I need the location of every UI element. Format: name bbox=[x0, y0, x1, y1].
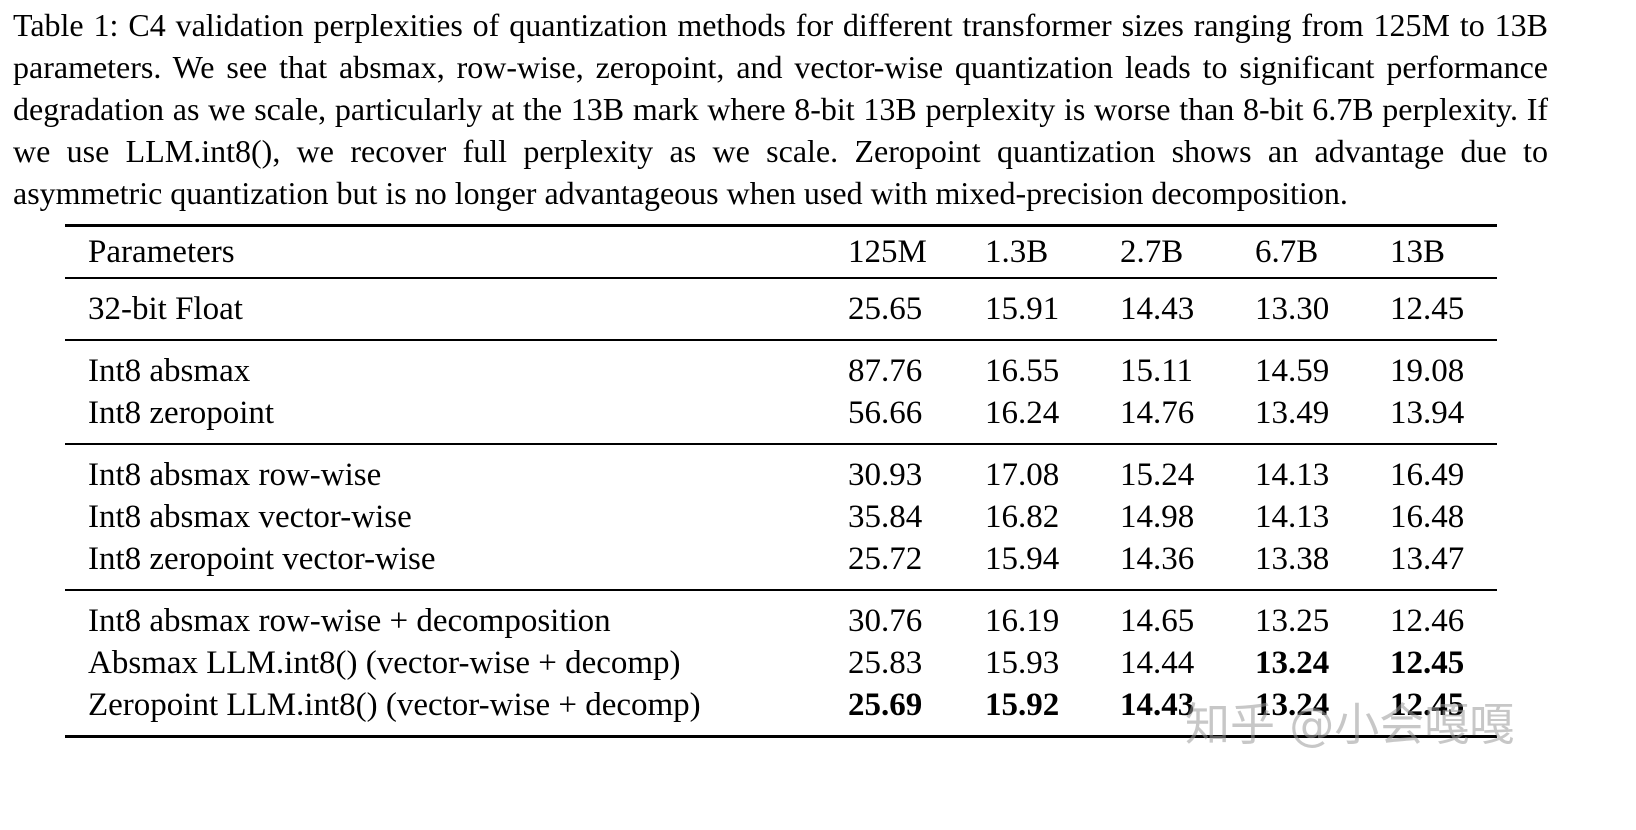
row-label: Int8 zeropoint vector-wise bbox=[88, 541, 436, 577]
value-cell: 14.43 bbox=[1120, 687, 1195, 723]
row-label: Int8 absmax vector-wise bbox=[88, 499, 412, 535]
value-cell: 56.66 bbox=[848, 395, 923, 431]
table-caption-label: Table 1: bbox=[13, 7, 129, 43]
value-cell: 30.76 bbox=[848, 589, 985, 642]
column-header-6.7B: 6.7B bbox=[1255, 225, 1390, 279]
value-cell: 17.08 bbox=[985, 443, 1120, 496]
table-row: Zeropoint LLM.int8() (vector-wise + deco… bbox=[65, 684, 1497, 737]
value-cell: 14.98 bbox=[1120, 499, 1195, 535]
value-cell: 14.59 bbox=[1255, 339, 1390, 392]
value-cell: 16.19 bbox=[985, 589, 1120, 642]
value-cell: 14.36 bbox=[1120, 541, 1195, 577]
table-row: 32-bit Float 25.65 15.91 14.43 13.30 12.45 bbox=[65, 277, 1497, 340]
value-cell: 15.11 bbox=[1120, 339, 1255, 392]
value-cell: 15.93 bbox=[985, 645, 1060, 681]
value-cell: 15.24 bbox=[1120, 443, 1255, 496]
table-row: Int8 absmax row-wise + decomposition 30.7… bbox=[65, 589, 1497, 642]
value-cell: 14.44 bbox=[1120, 645, 1195, 681]
value-cell: 16.24 bbox=[985, 395, 1060, 431]
value-cell: 15.92 bbox=[985, 687, 1060, 723]
table-caption-text: C4 validation perplexities of quantizati… bbox=[13, 7, 1549, 211]
value-cell: 14.76 bbox=[1120, 395, 1195, 431]
table-row: Int8 absmax 87.76 16.55 15.11 14.59 19.08 bbox=[65, 339, 1497, 392]
value-cell: 14.13 bbox=[1255, 499, 1330, 535]
value-cell: 13.94 bbox=[1390, 395, 1465, 431]
value-cell: 25.69 bbox=[848, 687, 923, 723]
table-row: Absmax LLM.int8() (vector-wise + decomp)… bbox=[65, 642, 1497, 684]
row-label: Int8 absmax row-wise bbox=[65, 443, 848, 496]
value-cell: 12.46 bbox=[1390, 589, 1497, 642]
row-label: Zeropoint LLM.int8() (vector-wise + deco… bbox=[88, 687, 701, 723]
column-header-parameters: Parameters bbox=[65, 225, 848, 279]
value-cell: 14.43 bbox=[1120, 277, 1255, 340]
value-cell: 16.55 bbox=[985, 339, 1120, 392]
table-caption: Table 1: C4 validation perplexities of q… bbox=[13, 4, 1548, 214]
value-cell: 13.49 bbox=[1255, 395, 1330, 431]
row-label: Int8 absmax row-wise + decomposition bbox=[65, 589, 848, 642]
table-row: Int8 absmax row-wise 30.93 17.08 15.24 14.13… bbox=[65, 443, 1497, 496]
column-header-2.7B: 2.7B bbox=[1120, 225, 1255, 279]
perplexity-table: Parameters 125M 1.3B 2.7B 6.7B 13B 32-bit Floa… bbox=[65, 224, 1497, 738]
header-row: Parameters 125M 1.3B 2.7B 6.7B 13B bbox=[65, 225, 1497, 279]
value-cell: 30.93 bbox=[848, 443, 985, 496]
column-header-1.3B: 1.3B bbox=[985, 225, 1120, 279]
value-cell: 13.30 bbox=[1255, 277, 1390, 340]
column-header-13B: 13B bbox=[1390, 225, 1497, 279]
value-cell: 13.25 bbox=[1255, 589, 1390, 642]
value-cell: 12.45 bbox=[1390, 277, 1497, 340]
value-cell: 19.08 bbox=[1390, 339, 1497, 392]
column-header-125M: 125M bbox=[848, 225, 985, 279]
value-cell: 16.49 bbox=[1390, 443, 1497, 496]
row-label: Int8 absmax bbox=[65, 339, 848, 392]
value-cell: 14.65 bbox=[1120, 589, 1255, 642]
value-cell: 13.47 bbox=[1390, 541, 1465, 577]
value-cell: 25.72 bbox=[848, 541, 923, 577]
value-cell: 13.38 bbox=[1255, 541, 1330, 577]
table-row: Int8 absmax vector-wise 35.84 16.82 14.98 14… bbox=[65, 496, 1497, 538]
value-cell: 14.13 bbox=[1255, 443, 1390, 496]
value-cell: 12.45 bbox=[1390, 687, 1465, 723]
value-cell: 12.45 bbox=[1390, 645, 1465, 681]
value-cell: 16.48 bbox=[1390, 499, 1465, 535]
value-cell: 15.94 bbox=[985, 541, 1060, 577]
value-cell: 25.83 bbox=[848, 645, 923, 681]
row-label: Absmax LLM.int8() (vector-wise + decomp) bbox=[88, 645, 681, 681]
value-cell: 16.82 bbox=[985, 499, 1060, 535]
table-row: Int8 zeropoint vector-wise 25.72 15.94 14.3… bbox=[65, 538, 1497, 590]
value-cell: 35.84 bbox=[848, 499, 923, 535]
row-label: Int8 zeropoint bbox=[88, 395, 275, 431]
table-row: Int8 zeropoint 56.66 16.24 14.76 13.49 13.94 bbox=[65, 392, 1497, 444]
value-cell: 15.91 bbox=[985, 277, 1120, 340]
value-cell: 13.24 bbox=[1255, 645, 1330, 681]
value-cell: 87.76 bbox=[848, 339, 985, 392]
value-cell: 25.65 bbox=[848, 277, 985, 340]
row-label: 32-bit Float bbox=[65, 277, 848, 340]
value-cell: 13.24 bbox=[1255, 687, 1330, 723]
